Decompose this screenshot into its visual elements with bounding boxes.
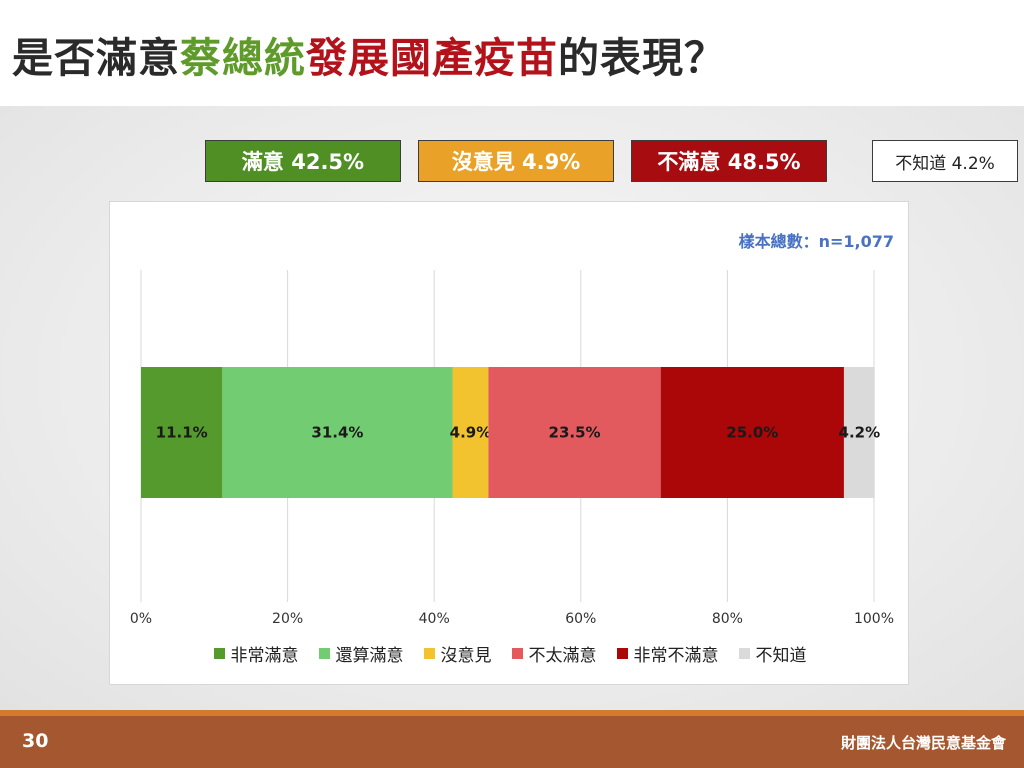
title-part-1: 是否滿意 <box>12 34 180 82</box>
legend-label: 不知道 <box>755 646 807 666</box>
title-part-2: 蔡總統 <box>180 34 306 82</box>
data-label: 11.1% <box>156 424 208 442</box>
summary-satisfied: 滿意 42.5% <box>205 140 401 182</box>
bar-segment <box>843 367 875 498</box>
legend-swatch <box>423 648 435 659</box>
stacked-bar-chart: 0% 20% 40% 60% 80% 100% 11.1% 31.4% 4.9% 23.5% 25.… <box>130 270 894 627</box>
legend-swatch <box>616 648 628 659</box>
summary-dissatisfied: 不滿意 48.5% <box>631 140 827 182</box>
legend-label: 不太滿意 <box>528 646 597 666</box>
legend-item: 不知道 <box>738 641 807 666</box>
data-label: 23.5% <box>549 424 601 442</box>
legend-label: 非常滿意 <box>230 646 299 666</box>
footer-accent-line <box>0 710 1024 716</box>
bar-segment <box>452 367 489 498</box>
x-tick-label: 80% <box>712 611 743 627</box>
data-label: 4.9% <box>450 424 492 442</box>
organization-name: 財團法人台灣民意基金會 <box>840 734 1006 752</box>
bar-segment <box>660 367 844 498</box>
legend-label: 沒意見 <box>440 646 492 666</box>
data-label: 4.2% <box>839 424 881 442</box>
page-number: 30 <box>22 730 49 752</box>
data-label: 31.4% <box>311 424 363 442</box>
summary-no-opinion: 沒意見 4.9% <box>418 140 614 182</box>
x-tick-label: 100% <box>854 611 894 627</box>
slide-title: 是否滿意蔡總統發展國產疫苗的表現？ <box>12 28 726 88</box>
legend-swatch <box>213 648 225 659</box>
legend-item: 非常滿意 <box>213 641 299 666</box>
bar-segment <box>141 367 223 498</box>
chart-panel: 樣本總數：n=1,077 0% 20% 40% 60% 80% 100% 11.1% 31.4… <box>109 201 909 685</box>
title-part-3: 發展國產疫苗 <box>306 34 558 82</box>
x-tick-label: 40% <box>419 611 450 627</box>
slide-footer: 30 財團法人台灣民意基金會 <box>0 716 1024 768</box>
legend-swatch <box>318 648 330 659</box>
chart-legend: 非常滿意 還算滿意 沒意見 不太滿意 非常不滿意 不知道 <box>110 641 910 666</box>
legend-swatch <box>511 648 523 659</box>
legend-label: 還算滿意 <box>335 646 404 666</box>
legend-item: 非常不滿意 <box>616 641 719 666</box>
x-tick-label: 20% <box>272 611 303 627</box>
x-tick-label: 0% <box>130 611 152 627</box>
data-label: 25.0% <box>726 424 778 442</box>
x-tick-label: 60% <box>565 611 596 627</box>
sample-size-label: 樣本總數：n=1,077 <box>738 232 894 251</box>
legend-swatch <box>738 648 750 659</box>
legend-item: 不太滿意 <box>511 641 597 666</box>
summary-dont-know: 不知道 4.2% <box>872 140 1018 182</box>
bar-segment <box>222 367 453 498</box>
title-part-4: 的表現？ <box>558 34 726 82</box>
legend-item: 沒意見 <box>423 641 492 666</box>
legend-item: 還算滿意 <box>318 641 404 666</box>
legend-label: 非常不滿意 <box>633 646 719 666</box>
bar-segment <box>488 367 661 498</box>
